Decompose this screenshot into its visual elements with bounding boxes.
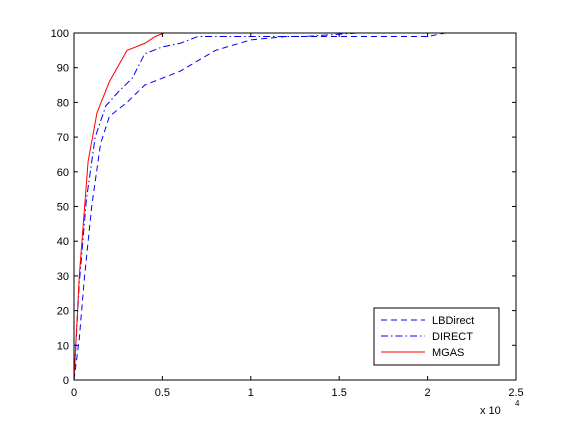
y-tick-label: 40 <box>57 236 69 248</box>
x-tick-label: 1.5 <box>332 387 347 399</box>
legend-label-direct: DIRECT <box>432 331 473 343</box>
y-tick-label: 60 <box>57 167 69 179</box>
series-line-lbdirect <box>73 32 446 381</box>
x-multiplier: x 10 4 <box>480 399 520 417</box>
legend-label-lbdirect: LBDirect <box>432 315 474 327</box>
x-tick-label: 2 <box>425 387 431 399</box>
y-tick-label: 20 <box>57 306 69 318</box>
x-multiplier-exponent: 4 <box>515 399 520 408</box>
legend: LBDirect DIRECT MGAS <box>373 307 500 366</box>
x-tick-label: 1 <box>248 387 254 399</box>
y-tick-label: 50 <box>57 202 69 214</box>
x-multiplier-base: x 10 <box>480 405 501 417</box>
y-tick-label: 30 <box>57 271 69 283</box>
y-tick-label: 80 <box>57 97 69 109</box>
x-axis: 0 0.5 1 1.5 2 2.5 <box>71 33 524 399</box>
x-tick-label: 2.5 <box>508 387 523 399</box>
series-line-mgas <box>73 32 165 381</box>
series-line-direct <box>73 32 446 381</box>
series-layer <box>73 32 446 381</box>
y-tick-label: 90 <box>57 63 69 75</box>
x-tick-label: 0 <box>71 387 77 399</box>
x-tick-label: 0.5 <box>155 387 170 399</box>
legend-box <box>373 307 500 366</box>
y-tick-label: 100 <box>51 28 69 40</box>
y-tick-label: 0 <box>63 375 69 387</box>
legend-label-mgas: MGAS <box>432 347 464 359</box>
y-tick-label: 70 <box>57 132 69 144</box>
y-axis: 0 10 20 30 40 50 60 70 80 90 100 <box>51 28 516 387</box>
y-tick-label: 10 <box>57 340 69 352</box>
